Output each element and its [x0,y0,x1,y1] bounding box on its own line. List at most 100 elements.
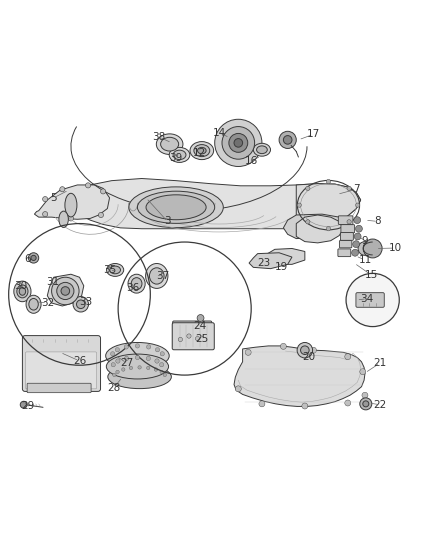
Circle shape [222,126,254,159]
Circle shape [42,197,48,201]
Circle shape [346,273,399,327]
Polygon shape [266,248,305,264]
Circle shape [302,403,308,409]
FancyBboxPatch shape [340,232,353,240]
Ellipse shape [131,278,142,289]
Polygon shape [35,185,110,219]
Text: 24: 24 [193,321,206,331]
Circle shape [356,225,362,232]
Polygon shape [249,253,292,269]
Circle shape [57,282,74,300]
Text: 23: 23 [258,258,271,268]
Text: 16: 16 [244,156,258,166]
Ellipse shape [173,150,186,159]
Circle shape [116,370,119,374]
Text: 27: 27 [120,358,133,368]
Circle shape [306,220,310,224]
Text: 15: 15 [365,270,378,280]
Text: 32: 32 [41,298,54,308]
Circle shape [138,366,141,369]
Ellipse shape [253,143,271,156]
Ellipse shape [19,287,26,295]
Circle shape [113,373,116,377]
Circle shape [360,369,366,375]
Ellipse shape [17,285,28,298]
Circle shape [68,216,74,221]
Text: 31: 31 [46,277,60,287]
Text: 14: 14 [212,127,226,138]
Circle shape [363,239,382,258]
Text: 10: 10 [389,243,402,253]
Circle shape [195,336,200,341]
Circle shape [306,186,310,191]
Ellipse shape [146,195,206,220]
Circle shape [297,343,313,358]
Circle shape [155,348,159,352]
Circle shape [73,296,88,312]
Circle shape [345,400,351,406]
Ellipse shape [29,298,38,310]
Circle shape [197,314,204,321]
Text: 8: 8 [374,216,381,227]
Text: 34: 34 [360,294,374,304]
Ellipse shape [110,266,120,274]
Circle shape [61,287,70,295]
Circle shape [345,353,351,360]
Ellipse shape [138,191,215,223]
Text: 3: 3 [164,216,171,227]
Text: 30: 30 [14,281,27,291]
FancyBboxPatch shape [338,216,353,224]
Circle shape [300,346,309,354]
Circle shape [160,370,163,374]
Text: 33: 33 [79,297,92,306]
Circle shape [28,253,39,263]
Text: 5: 5 [50,193,57,203]
Ellipse shape [108,365,171,389]
Ellipse shape [65,193,77,217]
Circle shape [279,131,296,149]
Circle shape [235,386,241,392]
Circle shape [360,398,372,410]
Circle shape [215,119,262,166]
Circle shape [101,189,106,194]
Circle shape [31,255,36,261]
Ellipse shape [190,142,214,159]
Text: 22: 22 [373,400,387,410]
Circle shape [326,180,331,184]
Circle shape [122,368,125,371]
Text: 26: 26 [73,356,86,366]
Circle shape [146,345,151,349]
Circle shape [280,343,286,349]
Text: 36: 36 [127,283,140,293]
Circle shape [311,347,316,353]
Circle shape [129,366,133,370]
Text: 6: 6 [25,254,31,264]
FancyBboxPatch shape [339,240,352,248]
FancyBboxPatch shape [27,383,91,393]
Text: 25: 25 [195,335,208,344]
Circle shape [146,356,151,360]
Ellipse shape [257,146,267,154]
Polygon shape [283,214,343,239]
Text: 35: 35 [103,265,116,275]
Text: 28: 28 [107,383,120,392]
Ellipse shape [128,274,145,293]
Ellipse shape [145,263,168,288]
Polygon shape [296,215,343,243]
Circle shape [354,217,360,223]
Ellipse shape [26,295,41,313]
FancyBboxPatch shape [356,293,384,308]
Ellipse shape [169,148,190,163]
Circle shape [297,203,301,207]
Circle shape [115,348,120,352]
Circle shape [124,345,128,349]
Circle shape [326,227,331,231]
Circle shape [135,344,140,348]
Text: 7: 7 [353,184,360,194]
Circle shape [60,187,65,192]
FancyBboxPatch shape [173,321,212,347]
FancyBboxPatch shape [341,224,355,233]
Circle shape [155,359,159,363]
Circle shape [110,352,115,356]
Circle shape [163,373,166,377]
